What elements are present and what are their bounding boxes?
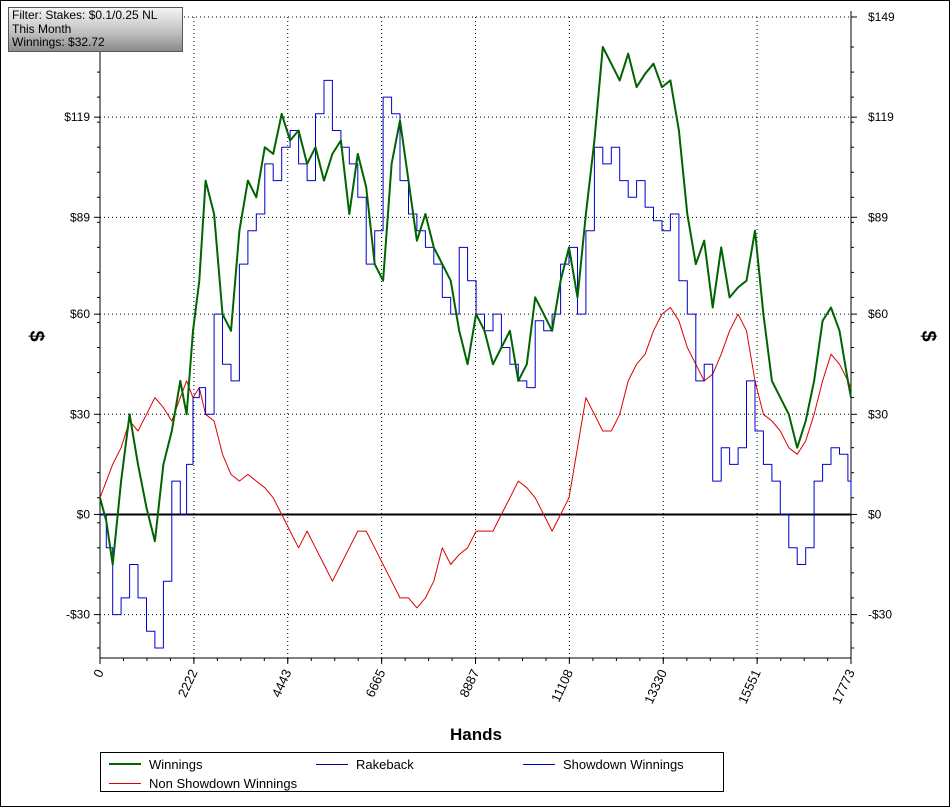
winnings-total-text: Winnings: $32.72 [12, 35, 105, 49]
x-tick-label: 15551 [735, 667, 764, 706]
legend-swatch-showdown [523, 763, 555, 765]
legend-swatch-non-showdown [109, 782, 141, 784]
y-tick-label-left: $0 [77, 507, 91, 521]
legend-swatch-rakeback [316, 763, 348, 765]
axis-layer: 0 2222 4443 6665 8887 11108 13330 15551 17773 -$3… [63, 10, 895, 706]
filter-info-box: Filter: Stakes: $0.1/0.25 NL This Month … [8, 7, 183, 52]
y-tick-label-right: $30 [868, 407, 888, 421]
series-winnings [99, 46, 852, 566]
y-tick-label-right: $149 [868, 10, 895, 24]
y-tick-label-right: $119 [868, 110, 894, 124]
y-tick-label-left: $60 [70, 307, 90, 321]
x-tick-label: 0 [90, 667, 107, 680]
series-non-showdown-winnings [99, 307, 852, 609]
y-tick-label-right: $60 [868, 307, 888, 321]
legend-swatch-winnings [109, 763, 141, 765]
x-tick-label: 2222 [175, 667, 201, 700]
legend-item-non-showdown: Non Showdown Winnings [109, 774, 297, 792]
series-layer [99, 46, 852, 649]
x-tick-label: 8887 [456, 667, 482, 700]
series-showdown-winnings [100, 79, 852, 649]
legend-label: Non Showdown Winnings [149, 775, 298, 791]
y-tick-label-left: $89 [70, 210, 90, 224]
legend-item-rakeback: Rakeback [316, 755, 414, 773]
y-tick-label-left: -$30 [66, 608, 90, 622]
y-tick-label-right: $0 [868, 507, 882, 521]
y-tick-label-left: $30 [70, 407, 90, 421]
grid-layer [100, 16, 851, 658]
legend-item-showdown: Showdown Winnings [523, 755, 684, 773]
legend-label: Showdown Winnings [563, 756, 684, 772]
y-tick-label-right: -$30 [868, 608, 892, 622]
x-tick-label: 11108 [548, 667, 576, 704]
chart-legend: Winnings Rakeback Showdown Winnings Non … [100, 752, 724, 792]
period-text: This Month [12, 21, 72, 36]
legend-label: Rakeback [356, 756, 414, 772]
y-axis-title-right: $ [917, 330, 939, 341]
legend-item-winnings: Winnings [109, 755, 202, 773]
x-tick-label: 4443 [269, 667, 295, 700]
x-tick-label: 17773 [829, 667, 858, 706]
x-axis-title: Hands [450, 725, 502, 744]
x-tick-label: 13330 [641, 667, 670, 706]
y-tick-label-right: $89 [868, 210, 888, 224]
x-tick-label: 6665 [363, 667, 389, 700]
filter-text: Filter: Stakes: $0.1/0.25 NL [12, 8, 158, 22]
y-tick-label-left: $119 [64, 110, 90, 124]
legend-label: Winnings [149, 756, 203, 772]
y-axis-title-left: $ [25, 330, 47, 341]
